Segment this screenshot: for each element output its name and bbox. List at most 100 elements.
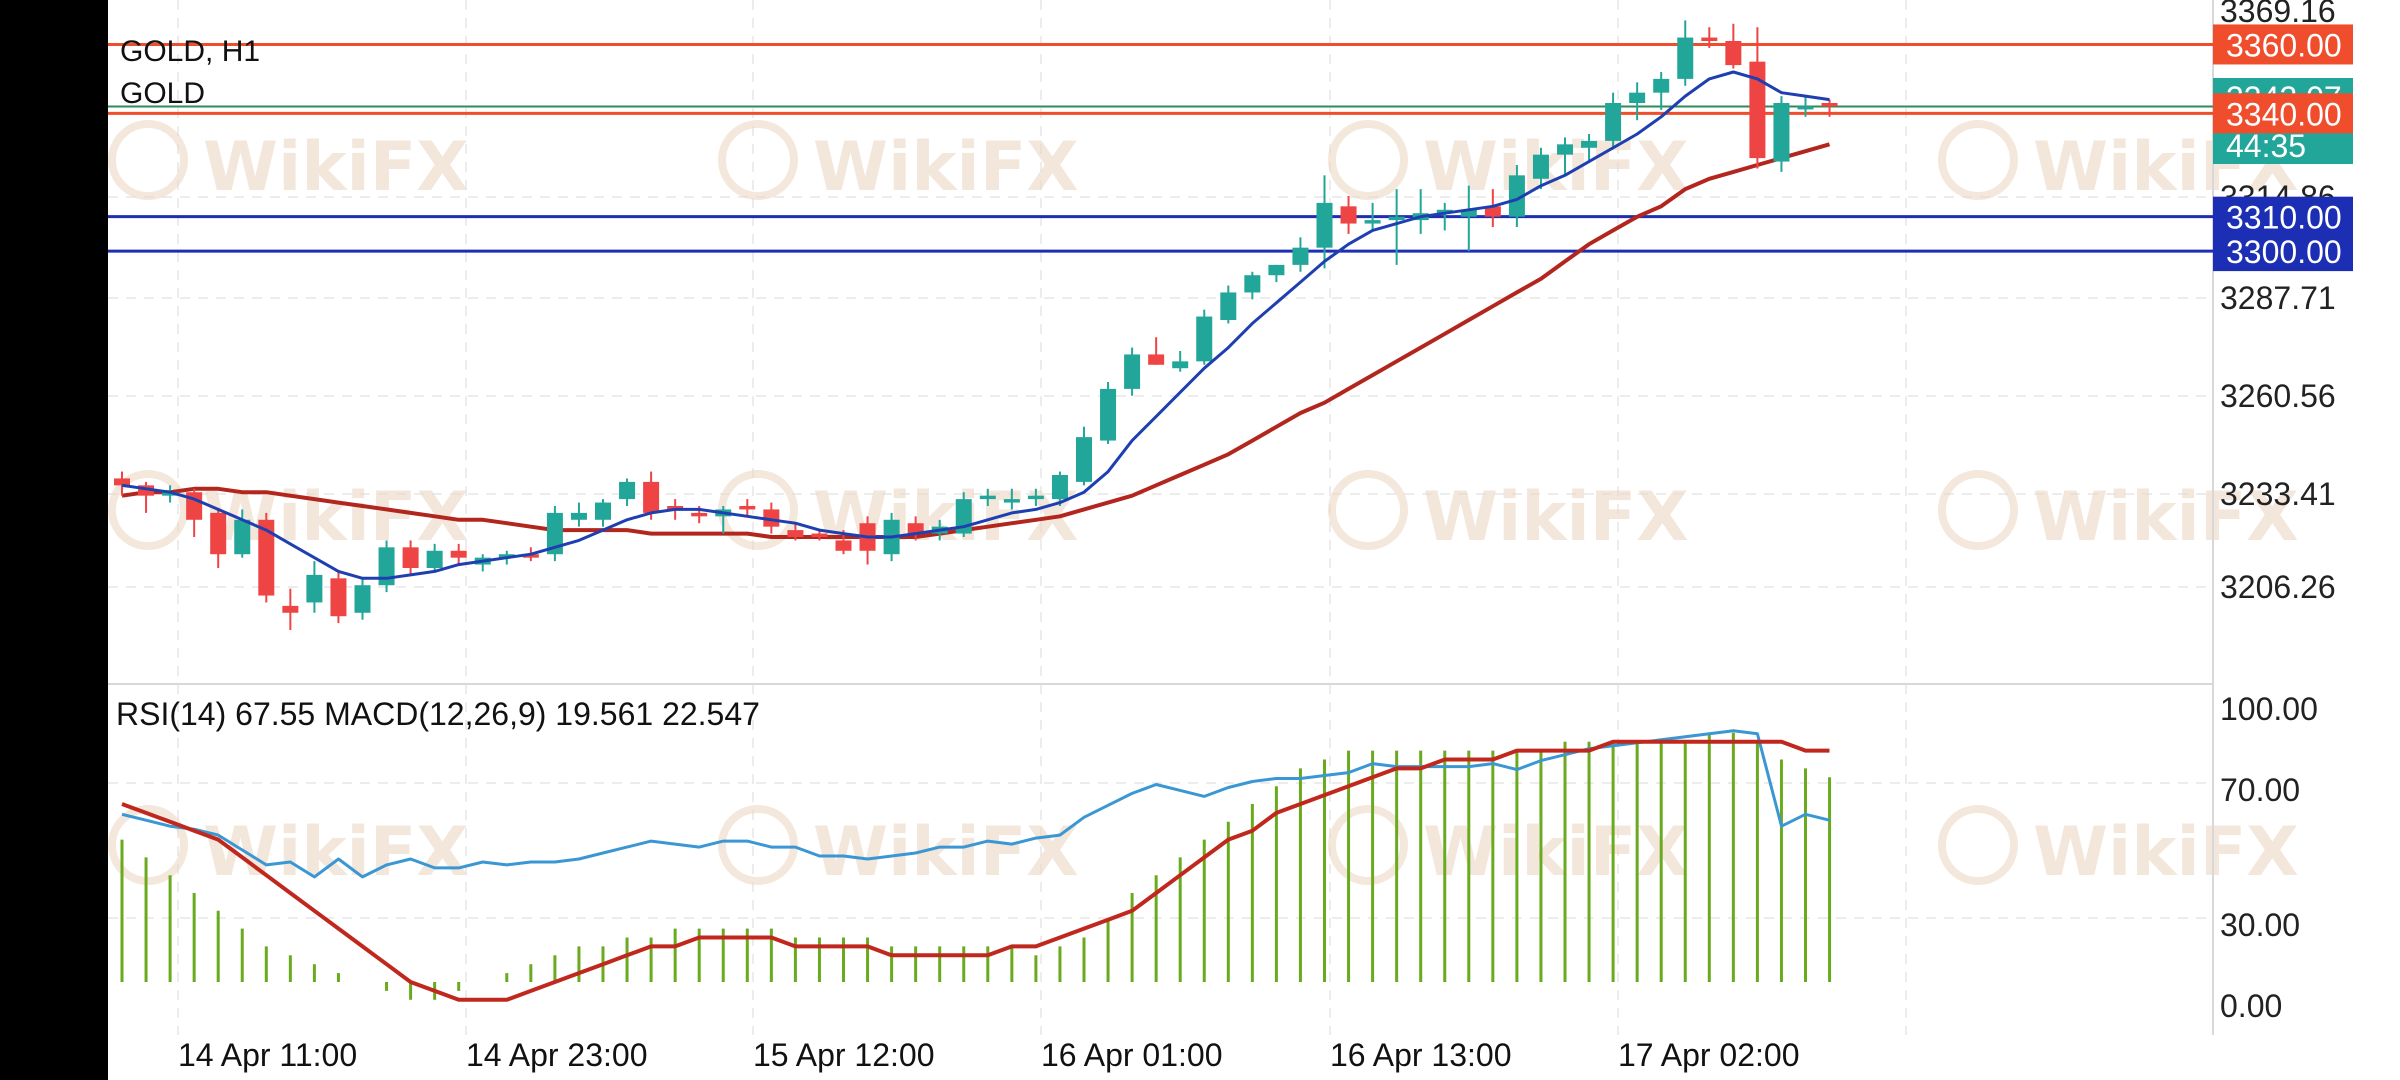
candle-body: [426, 550, 443, 568]
watermark-logo: [108, 805, 188, 885]
watermark: WikiFX: [1328, 120, 1689, 207]
candle: [1051, 471, 1068, 506]
candle-body: [1773, 103, 1790, 162]
rsi-line: [121, 729, 1830, 879]
indicator-tick: 0.00: [2220, 988, 2282, 1024]
candle-body: [1557, 144, 1573, 155]
candle-body: [1148, 354, 1165, 365]
watermark-logo: [108, 470, 188, 550]
level-badge-text: 3300.00: [2226, 234, 2342, 270]
candle-body: [1051, 475, 1068, 500]
candle: [306, 561, 323, 613]
price-tick: 3287.71: [2220, 280, 2336, 316]
candle-body: [1388, 216, 1405, 221]
candle: [1172, 351, 1189, 372]
candle-body: [739, 506, 756, 510]
candle: [859, 516, 876, 565]
candle-body: [1100, 388, 1117, 441]
indicator-label: RSI(14) 67.55 MACD(12,26,9) 19.561 22.54…: [116, 696, 760, 732]
watermark-text: WikiFX: [813, 128, 1079, 207]
candle: [1605, 92, 1622, 148]
candle: [138, 481, 155, 513]
price-axis: 3369.16 3314.86 3287.71 3260.56 3233.41 …: [2213, 0, 2353, 605]
candle: [1581, 134, 1598, 162]
watermark: WikiFX: [1328, 470, 1689, 557]
watermark: WikiFX: [1328, 805, 1689, 892]
candle-body: [1581, 140, 1598, 148]
candle-timer: 44:35: [2226, 128, 2306, 164]
chart-area[interactable]: WikiFX WikiFX WikiFX WikiFX WikiFX WikiFX Wiki…: [108, 0, 2400, 1080]
candle-body: [210, 512, 227, 555]
candle-body: [330, 578, 347, 617]
indicator-tick: 30.00: [2220, 907, 2300, 943]
watermark-logo: [1938, 120, 2018, 200]
candle-body: [1220, 292, 1237, 320]
chart-svg[interactable]: WikiFX WikiFX WikiFX WikiFX WikiFX WikiFX Wiki…: [108, 0, 2400, 1080]
candle-body: [787, 530, 804, 537]
candle: [1532, 147, 1549, 190]
watermark-logo: [1938, 805, 2018, 885]
candle-body: [546, 512, 563, 555]
watermark: WikiFX: [1938, 470, 2299, 557]
candle: [1220, 285, 1237, 324]
candle-body: [907, 523, 924, 534]
candle-body: [1340, 206, 1357, 224]
candle-body: [1316, 202, 1333, 248]
candle-body: [1701, 37, 1718, 41]
candle: [354, 578, 371, 620]
time-axis: 14 Apr 11:00 14 Apr 23:00 15 Apr 12:00 1…: [178, 1037, 1799, 1073]
candle-body: [282, 605, 299, 613]
candle: [619, 478, 636, 506]
candle: [378, 540, 395, 593]
candle: [1244, 271, 1261, 300]
candle: [1436, 202, 1453, 231]
watermark-text: WikiFX: [2033, 478, 2299, 557]
rsi-series: [121, 729, 1830, 879]
name-label: GOLD: [120, 77, 205, 110]
candle-body: [1436, 209, 1453, 214]
candle: [1003, 488, 1020, 510]
watermarks: WikiFX WikiFX WikiFX WikiFX WikiFX WikiFX Wiki…: [108, 120, 2299, 892]
watermark-text: WikiFX: [1423, 128, 1689, 207]
candle-body: [1532, 154, 1549, 179]
macd-signal-line: [121, 739, 1830, 1002]
candle: [1557, 137, 1573, 176]
watermark-logo: [1328, 470, 1408, 550]
candle: [1749, 27, 1766, 169]
candle: [811, 530, 828, 541]
candle: [114, 471, 130, 496]
candle-body: [354, 585, 371, 613]
ma-fast-line: [121, 70, 1830, 580]
candle-body: [1677, 37, 1694, 79]
candle: [1821, 99, 1838, 117]
candle: [1292, 237, 1309, 272]
price-tick: 3206.26: [2220, 569, 2336, 605]
candle-body: [402, 547, 419, 568]
candle-body: [1797, 106, 1814, 110]
candle-body: [1629, 92, 1646, 103]
level-badge-text: 3340.00: [2226, 96, 2342, 132]
price-tick: 3260.56: [2220, 378, 2336, 414]
candle-body: [1292, 247, 1309, 265]
macd-signal-series: [121, 739, 1830, 1002]
watermark-logo: [108, 120, 188, 200]
candle-body: [306, 574, 323, 603]
time-tick: 16 Apr 13:00: [1330, 1037, 1511, 1073]
candle-body: [1003, 499, 1020, 503]
candle: [763, 502, 780, 534]
candle: [210, 509, 227, 568]
candle-body: [1027, 495, 1044, 500]
candle-body: [1749, 61, 1766, 159]
candle: [234, 509, 251, 558]
candle-body: [691, 512, 708, 517]
candle-body: [595, 502, 611, 520]
indicator-axis: 100.00 70.00 30.00 0.00: [2220, 691, 2318, 1024]
candle: [907, 516, 924, 541]
level-badge-text: 3310.00: [2226, 200, 2342, 236]
candle-body: [643, 481, 660, 513]
candle-body: [835, 540, 852, 551]
candle-body: [1124, 354, 1141, 389]
candle-body: [1196, 316, 1213, 362]
watermark: WikiFX: [108, 120, 469, 207]
